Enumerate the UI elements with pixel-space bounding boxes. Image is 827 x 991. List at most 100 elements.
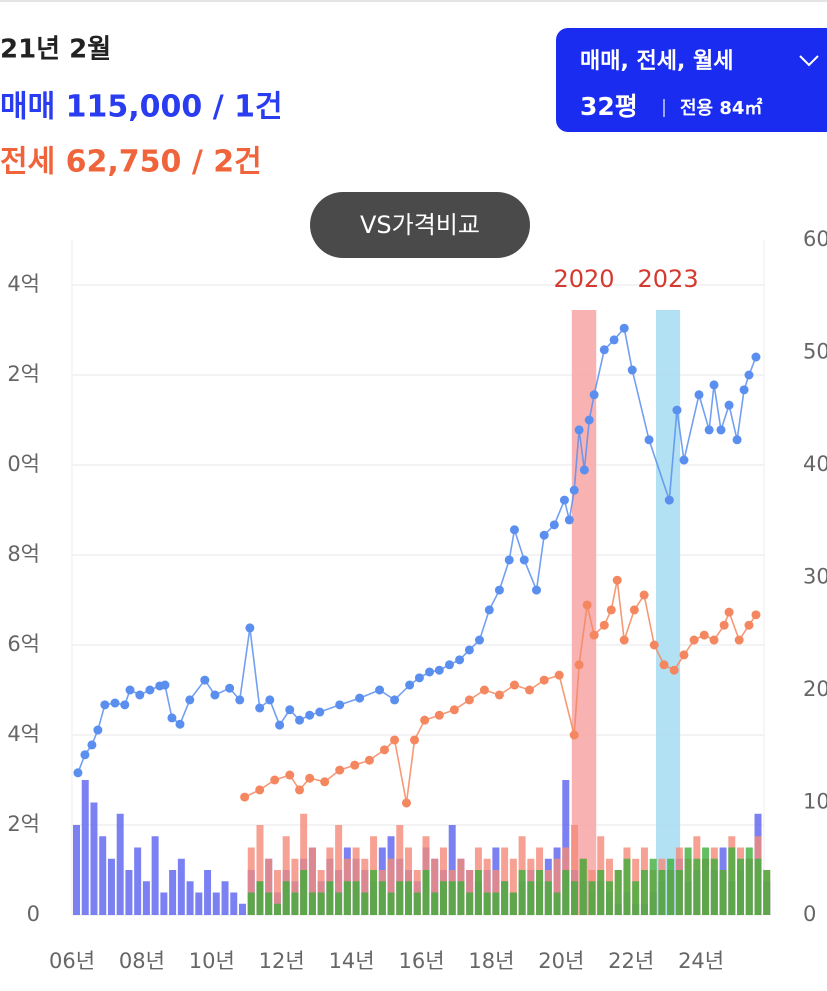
y2-tick-label: 30 (803, 565, 827, 589)
volume-bar (81, 780, 89, 915)
price-point (559, 495, 569, 505)
volume-bar (509, 858, 517, 915)
volume-bar (73, 825, 80, 915)
volume-bar (492, 892, 500, 915)
y-tick-label: 2억 (7, 812, 40, 836)
chevron-icon[interactable] (799, 55, 819, 67)
filter-area[interactable]: 전용 84㎡ (680, 97, 762, 119)
price-point (375, 685, 385, 695)
volume-bar (107, 858, 115, 915)
y-tick-label: 6억 (7, 632, 40, 656)
volume-bar (396, 825, 404, 915)
volume-bar (632, 881, 640, 915)
volume-bar (728, 847, 736, 915)
price-point (531, 585, 541, 595)
x-tick-label: 18년 (468, 949, 514, 973)
price-point (589, 390, 599, 400)
volume-bar (719, 870, 727, 915)
price-point (434, 710, 444, 720)
price-point (509, 525, 519, 535)
volume-bar (186, 881, 194, 915)
x-tick-label: 24년 (678, 949, 724, 973)
price-point (175, 719, 185, 729)
price-point (135, 690, 145, 700)
volume-bar (509, 892, 517, 915)
price-point (110, 698, 120, 708)
volume-bar (125, 870, 133, 915)
compare-label[interactable]: VS가격비교 (360, 211, 480, 239)
compare-button[interactable]: VS가격비교 (310, 192, 530, 258)
price-point (479, 685, 489, 695)
price-point (240, 792, 250, 802)
price-point (185, 695, 195, 705)
filter-box[interactable] (556, 28, 827, 132)
y-tick-label: 2억 (7, 362, 40, 386)
volume-bar (116, 813, 124, 915)
volume-bar (212, 892, 220, 915)
price-point (80, 750, 90, 760)
volume-bar (457, 881, 465, 915)
price-point (87, 740, 97, 750)
x-tick-label: 14년 (329, 949, 375, 973)
y2-tick-label: 20 (803, 677, 827, 701)
x-tick-label: 06년 (49, 949, 95, 973)
price-point (709, 635, 719, 645)
price-point (100, 700, 110, 710)
price-point (160, 680, 170, 690)
price-point (679, 455, 689, 465)
price-point (524, 685, 534, 695)
volume-bar (282, 836, 290, 915)
y-tick-label: 4억 (7, 272, 40, 296)
price-point (210, 690, 220, 700)
highlight-band (571, 310, 597, 915)
volume-bar (134, 847, 142, 915)
volume-bar (579, 858, 587, 915)
price-point (73, 768, 83, 778)
volume-bar (649, 858, 657, 915)
price-point (295, 785, 305, 795)
price-point (579, 465, 589, 475)
price-point (364, 755, 374, 765)
filter-types[interactable]: 매매, 전세, 월세 (580, 49, 733, 74)
price-point (679, 650, 689, 660)
filter-size[interactable]: 32평 (580, 92, 638, 121)
volume-bar (675, 870, 683, 915)
volume-bar (571, 881, 579, 915)
volume-bar (483, 892, 491, 915)
compare-pill[interactable] (310, 192, 530, 258)
date-label: 21년 2월 (0, 35, 111, 65)
volume-bar (221, 881, 229, 915)
volume-bar (737, 858, 745, 915)
price-point (539, 675, 549, 685)
volume-bar (378, 881, 386, 915)
price-point (569, 730, 579, 740)
volume-bar (151, 836, 159, 915)
price-point (639, 590, 649, 600)
volume-bar (247, 847, 255, 915)
filter-button[interactable]: 매매, 전세, 월세 32평 전용 84㎡ (556, 28, 827, 132)
volume-bar (431, 892, 439, 915)
volume-bar (142, 881, 150, 915)
volume-bar (230, 892, 238, 915)
price-point (724, 607, 734, 617)
volume-bar (553, 892, 561, 915)
price-point (245, 623, 255, 633)
price-point (350, 760, 360, 770)
y-tick-label: 0억 (7, 452, 40, 476)
price-point (734, 635, 744, 645)
volume-bar (544, 881, 552, 915)
volume-bar (361, 858, 369, 915)
price-point (315, 707, 325, 717)
price-point (484, 605, 494, 615)
volume-bar (352, 881, 360, 915)
volume-bar (684, 847, 692, 915)
price-point (494, 585, 504, 595)
price-point (235, 695, 245, 705)
volume-bar (553, 858, 561, 915)
price-point (420, 715, 430, 725)
volume-bar (640, 870, 648, 915)
volume-bar (335, 825, 343, 915)
x-tick-label: 12년 (259, 949, 305, 973)
price-point (335, 765, 345, 775)
